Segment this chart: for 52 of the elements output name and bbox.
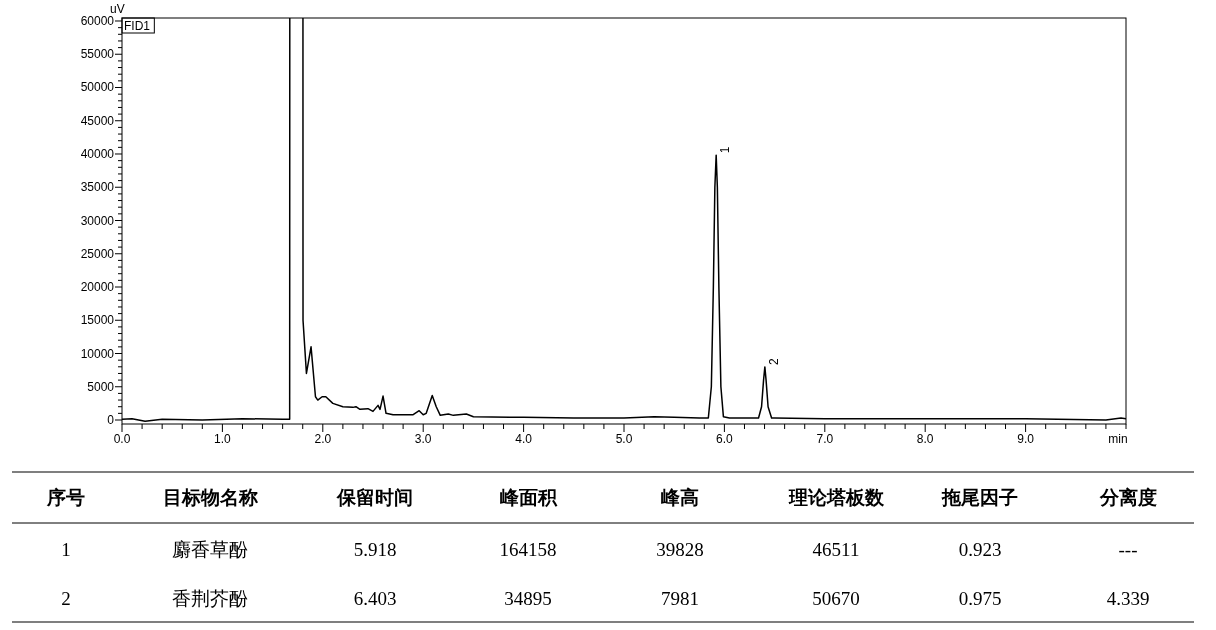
text: 46511 [812, 539, 860, 560]
text: 理论塔板数 [787, 486, 885, 508]
text: 4.339 [1106, 588, 1150, 609]
text: 39828 [656, 539, 704, 560]
x-tick-label: 1.0 [214, 432, 232, 446]
y-tick-label: 45000 [80, 113, 115, 128]
y-tick-label: 40000 [80, 147, 115, 161]
text: 峰高 [661, 486, 699, 508]
y-tick-label: 0 [107, 413, 115, 428]
y-tick-label: 5000 [87, 379, 115, 394]
y-tick-label: 20000 [80, 280, 115, 294]
x-tick-label: 6.0 [716, 432, 734, 446]
text: 34895 [504, 588, 552, 609]
text: 2 [61, 588, 71, 609]
x-tick-label: 5.0 [615, 432, 633, 446]
text: 目标物名称 [162, 486, 258, 508]
text: 保留时间 [336, 486, 413, 508]
y-tick-label: 60000 [80, 13, 115, 28]
annotation: 1 [717, 146, 732, 154]
annotation: 2 [766, 357, 781, 365]
text: 7981 [661, 588, 699, 609]
text: --- [1118, 539, 1138, 560]
text: 峰面积 [499, 486, 558, 508]
x-tick-label: 8.0 [916, 432, 934, 446]
y-tick-label: 35000 [80, 180, 115, 195]
text: 拖尾因子 [941, 486, 1018, 508]
x-axis-title: min [1108, 432, 1128, 446]
text: 香荆芥酚 [172, 588, 248, 609]
x-tick-label: 2.0 [314, 432, 332, 446]
x-tick-label: 3.0 [414, 432, 432, 446]
y-axis-title: uV [110, 2, 125, 16]
x-tick-label: 9.0 [1017, 432, 1035, 446]
text: 164158 [499, 539, 557, 560]
y-tick-label: 30000 [80, 213, 115, 228]
text: 6.403 [353, 588, 397, 609]
x-tick-label: 4.0 [515, 432, 533, 446]
text: 分离度 [1098, 486, 1157, 508]
text: 0.975 [958, 588, 1002, 609]
y-tick-label: 55000 [80, 47, 115, 62]
y-tick-label: 10000 [80, 346, 115, 361]
y-tick-label: 50000 [80, 80, 115, 95]
annotation: FID1 [124, 19, 151, 33]
text: 麝香草酚 [172, 539, 248, 560]
text: 序号 [46, 486, 85, 508]
y-tick-label: 15000 [80, 313, 115, 328]
text: 1 [61, 539, 71, 560]
x-tick-label: 0.0 [113, 432, 131, 446]
text: 50670 [812, 588, 860, 609]
text: 5.918 [353, 539, 397, 560]
text: 0.923 [958, 539, 1002, 560]
x-tick-label: 7.0 [816, 432, 834, 446]
y-tick-label: 25000 [80, 246, 115, 261]
